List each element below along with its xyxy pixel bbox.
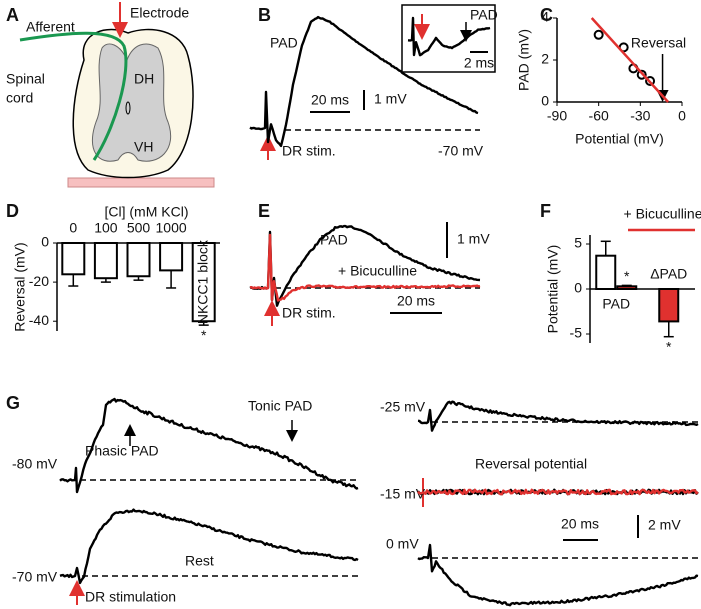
label: PAD: [470, 7, 498, 23]
trace: [417, 400, 699, 432]
label: Rest: [185, 553, 214, 569]
panel-g: -80 mV Phasic PAD Tonic PAD -70 mV Rest …: [12, 398, 698, 605]
label: -80 mV: [12, 456, 58, 472]
trace: [249, 15, 479, 148]
bar: [126, 242, 151, 278]
label: Phasic PAD: [85, 443, 159, 459]
y-axis-label: Reversal (mV): [12, 242, 28, 331]
y-tick-label: 0: [541, 93, 549, 109]
category-label: 1000: [156, 220, 187, 236]
bar: [595, 254, 617, 290]
bar: [159, 242, 184, 272]
label: 1 mV: [457, 231, 490, 247]
significance: *: [624, 268, 630, 284]
x-tick-label: -90: [547, 108, 567, 124]
central-canal: [125, 101, 131, 115]
panel-label: C: [540, 5, 553, 25]
category-label: 500: [127, 220, 151, 236]
label: DR stim.: [282, 305, 336, 321]
y-tick-label: 0: [41, 234, 49, 250]
bar: [93, 242, 118, 280]
gray-matter: [91, 43, 172, 162]
x-axis-label: Potential (mV): [575, 131, 664, 147]
label: -70 mV: [12, 569, 58, 585]
panel-label: E: [258, 201, 270, 221]
label: -70 mV: [438, 143, 484, 159]
panel-label: F: [540, 201, 551, 221]
label: DH: [134, 71, 154, 87]
category-label: PAD: [602, 296, 630, 312]
label: 1 mV: [374, 91, 407, 107]
afferent-fiber: [19, 31, 128, 161]
fit-line: [590, 17, 670, 103]
chart-title: [Cl] (mM KCl): [105, 204, 189, 220]
panel-label: D: [6, 201, 19, 221]
label: VH: [134, 139, 153, 155]
bar: [616, 285, 638, 290]
trace: [59, 397, 359, 494]
y-tick-label: 5: [574, 235, 582, 251]
label: DR stimulation: [85, 589, 176, 605]
label: 2 mV: [648, 517, 681, 533]
trace: [407, 16, 491, 57]
panel-label: B: [258, 5, 271, 25]
y-axis-label: Potential (mV): [545, 245, 561, 334]
x-tick-label: -60: [589, 108, 609, 124]
point: [593, 29, 604, 40]
label: 2 ms: [464, 55, 494, 71]
label: 0 mV: [386, 536, 419, 552]
annotation: Reversal: [631, 35, 686, 51]
label: Electrode: [130, 5, 189, 21]
legend-label: + Bicuculline: [624, 206, 701, 222]
panel-labels: A B C D E F G: [6, 5, 553, 413]
y-tick-label: 0: [574, 280, 582, 296]
y-tick-label: -20: [29, 273, 49, 289]
label: 20 ms: [311, 92, 349, 108]
label: Afferent: [26, 19, 75, 35]
y-tick-label: 4: [541, 9, 549, 25]
category-label: ΔPAD: [650, 266, 687, 282]
trace: [417, 543, 699, 607]
y-tick-label: -5: [570, 325, 583, 341]
y-axis-label: PAD (mV): [516, 29, 532, 91]
label: 20 ms: [397, 293, 435, 309]
label: Reversal potential: [475, 456, 587, 472]
bar: [658, 288, 680, 323]
label: cord: [6, 90, 33, 106]
panel-a: Afferent Electrode Spinal cord DH VH: [6, 2, 215, 188]
category-label: 100: [94, 220, 118, 236]
platform: [67, 177, 215, 188]
panel-b: PAD 20 ms 1 mV DR stim. -70 mV PAD 2 ms: [260, 4, 498, 160]
significance: *: [201, 327, 207, 343]
category-label: NKCC1 block: [194, 239, 210, 324]
category-label: 0: [69, 220, 77, 236]
trace: [249, 233, 481, 302]
label: DR stim.: [282, 143, 336, 159]
panel-label: G: [6, 393, 20, 413]
label: PAD: [270, 35, 298, 51]
y-tick-label: -40: [29, 312, 49, 328]
x-tick-label: 0: [678, 108, 686, 124]
significance: *: [666, 338, 672, 354]
label: PAD: [320, 232, 348, 248]
y-tick-label: 2: [541, 51, 549, 67]
label: 20 ms: [561, 516, 599, 532]
panel-label: A: [6, 5, 19, 25]
trace: [249, 224, 481, 307]
label: Spinal: [6, 71, 45, 87]
bar: [61, 242, 86, 276]
trace: [417, 488, 699, 496]
x-tick-label: -30: [630, 108, 650, 124]
label: -15 mV: [380, 486, 426, 502]
label: + Bicuculline: [338, 263, 417, 279]
label: -25 mV: [380, 399, 426, 415]
trace: [59, 508, 359, 585]
panel-e: PAD 1 mV + Bicuculline 20 ms DR stim.: [264, 222, 490, 326]
label: Tonic PAD: [248, 398, 312, 414]
